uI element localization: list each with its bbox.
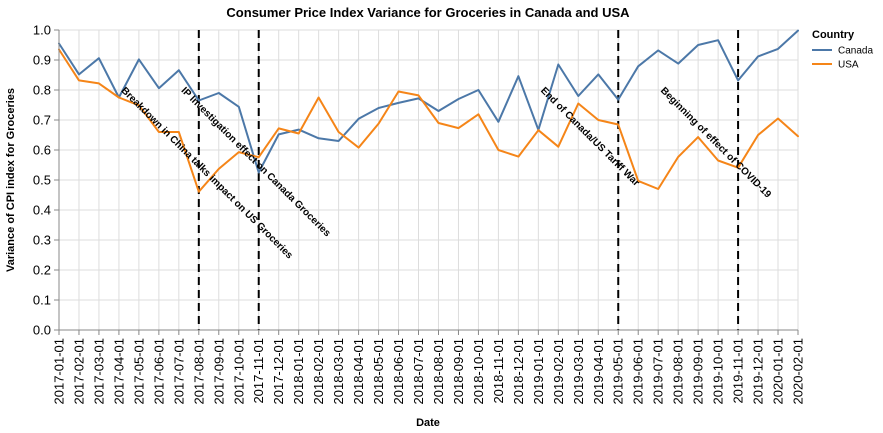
x-tick-label: 2017-11-01 — [251, 338, 266, 404]
x-tick-label: 2017-07-01 — [171, 338, 186, 405]
x-tick-label: 2019-08-01 — [671, 338, 686, 405]
x-tick-label: 2019-09-01 — [691, 338, 706, 405]
legend-label-canada: Canada — [838, 46, 873, 57]
x-tick-label: 2019-03-01 — [571, 338, 586, 405]
x-axis-title: Date — [416, 417, 440, 429]
x-tick-label: 2018-07-01 — [411, 338, 426, 405]
y-tick-label: 1.0 — [33, 23, 51, 38]
y-tick-label: 0.3 — [33, 233, 51, 248]
x-tick-label: 2018-10-01 — [471, 338, 486, 405]
series-line-canada — [58, 29, 799, 174]
annotation-lines — [197, 30, 740, 330]
y-tick-label: 0.4 — [33, 203, 51, 218]
x-tick-label: 2019-02-01 — [551, 338, 566, 405]
y-tick-label: 0.1 — [33, 293, 51, 308]
y-tick-label: 0.5 — [33, 173, 51, 188]
annotation-labels: Breakdown in China talks impact on US Gr… — [119, 85, 774, 261]
x-tick-label: 2018-12-01 — [511, 338, 526, 405]
axes: 0.0 0.1 0.2 0.3 0.4 0.5 0.6 0.7 0.8 0.9 1.0 2017-01… — [33, 23, 806, 405]
x-tick-label: 2019-05-01 — [611, 338, 626, 405]
x-tick-label: 2017-06-01 — [151, 338, 166, 405]
x-tick-label: 2019-04-01 — [591, 338, 606, 405]
x-tick-label: 2019-11-01 — [731, 338, 746, 404]
grid — [58, 29, 799, 331]
y-tick-label: 0.8 — [33, 83, 51, 98]
annotation-label: End of Canada/US Tariff War — [538, 85, 641, 188]
x-tick-label: 2018-01-01 — [291, 338, 306, 405]
x-tick-label: 2019-12-01 — [751, 338, 766, 405]
x-tick-label: 2018-09-01 — [451, 338, 466, 405]
x-tick-label: 2018-06-01 — [391, 338, 406, 405]
x-tick-label: 2018-03-01 — [331, 338, 346, 405]
x-tick-label: 2018-04-01 — [351, 338, 366, 405]
x-tick-label: 2019-10-01 — [711, 338, 726, 405]
annotation-label: Beginning of effect of COVID-19 — [658, 85, 773, 200]
x-tick-label: 2018-02-01 — [311, 338, 326, 405]
x-tick-label: 2018-11-01 — [491, 338, 506, 404]
legend-label-usa: USA — [838, 60, 859, 71]
x-tick-label: 2018-08-01 — [431, 338, 446, 405]
y-axis-title: Variance of CPI index for Groceries — [5, 88, 17, 272]
x-tick-label: 2017-02-01 — [71, 338, 86, 405]
x-tick-label: 2017-08-01 — [191, 338, 206, 405]
x-tick-label: 2017-12-01 — [271, 338, 286, 405]
series-line-usa — [58, 48, 799, 193]
y-tick-label: 0.7 — [33, 113, 51, 128]
legend-title: Country — [812, 29, 855, 41]
legend: Country Canada USA — [812, 29, 873, 71]
x-tick-label: 2020-01-01 — [771, 338, 786, 405]
x-tick-label: 2017-09-01 — [211, 338, 226, 405]
x-tick-label: 2019-07-01 — [651, 338, 666, 405]
y-tick-label: 0.0 — [33, 323, 51, 338]
y-tick-label: 0.2 — [33, 263, 51, 278]
chart-title: Consumer Price Index Variance for Grocer… — [226, 5, 630, 20]
y-tick-label: 0.6 — [33, 143, 51, 158]
x-tick-label: 2017-04-01 — [111, 338, 126, 405]
x-tick-label: 2019-01-01 — [531, 338, 546, 405]
x-tick-label: 2017-05-01 — [131, 338, 146, 405]
x-tick-label: 2017-01-01 — [52, 338, 67, 405]
x-tick-label: 2020-02-01 — [791, 338, 806, 405]
x-tick-label: 2017-03-01 — [91, 338, 106, 405]
series-lines — [58, 29, 799, 193]
x-tick-label: 2017-10-01 — [231, 338, 246, 405]
x-tick-label: 2019-06-01 — [631, 338, 646, 405]
y-tick-label: 0.9 — [33, 53, 51, 68]
x-tick-label: 2018-05-01 — [371, 338, 386, 405]
